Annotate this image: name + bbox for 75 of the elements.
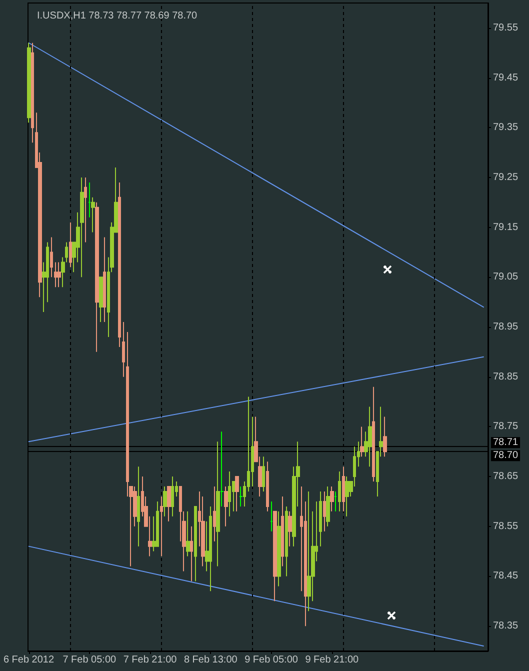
candlestick [160,496,163,557]
candlestick [57,262,61,288]
candlestick [209,506,212,592]
y-tick-label: 78.35 [493,620,518,632]
candlestick [99,276,103,323]
candlestick [213,486,216,542]
y-tick-label: 79.05 [493,272,518,283]
y-tick-label: 79.45 [493,72,518,84]
candlestick [368,406,372,468]
candlestick [91,196,95,233]
candlestick [326,486,330,527]
ref-line-label: 78.71 [493,437,518,448]
x-tick-label: 7 Feb 05:00 [62,654,117,666]
y-tick-label: 79.55 [493,22,518,34]
candlestick [95,202,99,352]
ref-line-label: 78.70 [493,450,518,462]
y-tick-label: 79.35 [493,122,518,134]
candlestick [235,476,239,512]
x-tick-label: 9 Feb 21:00 [305,654,360,666]
y-tick-label: 78.75 [493,421,518,432]
candlestick [383,416,387,458]
y-tick-label: 79.15 [493,222,518,233]
candlestick [273,510,277,602]
candlestick [54,262,57,288]
candlestick [342,466,345,512]
candlestick [285,506,288,577]
candlestick [194,506,197,582]
candlestick [186,510,190,557]
candlestick [338,471,341,512]
candlestick [323,490,326,532]
candlestick [228,471,231,517]
candlestick [224,486,228,527]
y-tick-label: 78.55 [493,520,518,532]
candlestick [88,182,91,218]
candlestick [239,486,243,507]
candlestick [80,176,84,278]
y-tick-label: 78.95 [493,322,518,332]
candlestick [50,236,53,278]
candlestick [270,500,273,532]
candlestick [277,510,281,587]
candlestick [319,490,322,547]
candlestick [220,431,224,507]
y-tick-label: 78.85 [493,371,518,382]
candlestick [103,236,106,323]
candlestick [27,42,31,124]
candlestick [281,496,284,567]
candlestick [118,182,121,348]
candlestick [137,466,140,547]
candlestick [307,490,311,612]
candlestick [288,510,292,547]
y-tick-label: 78.65 [493,471,518,482]
candlestick [266,461,269,512]
candlestick [163,486,167,517]
x-tick-label: 9 Feb 05:00 [244,654,298,666]
candlestick [372,386,375,482]
candlestick [31,42,34,144]
candlestick [171,476,174,517]
candlestick [360,426,364,458]
candlestick [190,526,193,582]
candlestick [345,476,349,517]
text: I.USDX,H1 78.73 78.77 78.69 78.70 [37,10,198,22]
candlestick [167,486,171,522]
x-tick-label: 8 Feb 13:00 [184,654,238,666]
candlestick [216,441,220,567]
candlestick [334,490,337,512]
candlestick [330,486,334,512]
y-tick-label: 78.45 [493,570,518,582]
candlestick [201,496,205,567]
candlestick [122,322,125,378]
candlestick [84,176,87,243]
y-tick-label: 79.25 [493,172,518,183]
x-tick-label: 6 Feb 2012 [3,654,54,666]
candlestick [69,222,72,268]
candlestick [262,456,265,492]
x-tick-label: 7 Feb 21:00 [123,654,178,666]
